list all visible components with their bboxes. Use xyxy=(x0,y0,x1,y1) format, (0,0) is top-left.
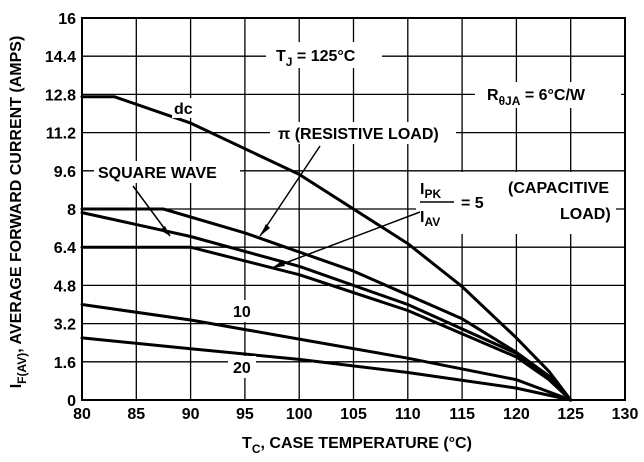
y-axis-title: IF(AV), AVERAGE FORWARD CURRENT (AMPS) xyxy=(8,36,29,389)
x-tick-label: 95 xyxy=(236,406,254,423)
series-line-4 xyxy=(80,303,573,402)
dc-label: dc xyxy=(174,101,193,118)
x-tick-label: 125 xyxy=(557,406,584,423)
square-wave-arrowhead xyxy=(160,226,170,236)
square-wave-label: SQUARE WAVE xyxy=(98,165,217,182)
y-tick-label: 14.4 xyxy=(45,49,76,66)
x-tick-label: 130 xyxy=(612,406,639,423)
x-tick-label: 85 xyxy=(127,406,145,423)
series-line-1 xyxy=(80,207,573,402)
y-tick-label: 4.8 xyxy=(54,278,76,295)
x-tick-label: 110 xyxy=(395,406,421,423)
capacitive-label-line1: (CAPACITIVE xyxy=(508,180,609,197)
y-tick-label: 8 xyxy=(67,202,76,219)
x-tick-label: 120 xyxy=(503,406,530,423)
y-tick-label: 3.2 xyxy=(54,317,76,334)
x-tick-label: 115 xyxy=(449,406,475,423)
frac-equals: = 5 xyxy=(461,195,484,212)
y-tick-label: 6.4 xyxy=(54,240,76,257)
tj-label: TJ = 125°C xyxy=(276,48,356,69)
resistive-arrowhead xyxy=(260,224,270,236)
x-tick-label: 80 xyxy=(73,406,91,423)
y-tick-label: 11.2 xyxy=(46,126,76,143)
x-tick-label: 90 xyxy=(182,406,200,423)
y-tick-label: 9.6 xyxy=(54,164,76,181)
x-tick-label: 100 xyxy=(286,406,313,423)
capacitive-leader xyxy=(271,211,421,269)
frac-numerator: IPK xyxy=(420,181,441,201)
resistive-label: π (RESISTIVE LOAD) xyxy=(278,126,439,143)
capacitive-label-line2: LOAD) xyxy=(560,206,611,223)
y-tick-label: 12.8 xyxy=(45,87,76,104)
capacitive-arrowhead xyxy=(272,260,285,268)
y-tick-label: 16 xyxy=(58,11,76,28)
series-line-3 xyxy=(80,245,573,402)
tick-labels: 80 85 90 95 100 105 110 115 120 125 130 0 1.6 3.2 4.8 6… xyxy=(45,11,639,423)
y-tick-label: 0 xyxy=(67,393,76,410)
label-20: 20 xyxy=(233,360,251,377)
resistive-leader xyxy=(259,145,321,237)
x-tick-label: 105 xyxy=(340,406,367,423)
x-axis-title: TC, CASE TEMPERATURE (°C) xyxy=(242,435,472,456)
curves xyxy=(80,95,573,402)
rth-label: RθJA = 6°C/W xyxy=(487,87,586,108)
frac-denominator: IAV xyxy=(420,209,440,229)
grid-layer xyxy=(81,17,626,401)
y-tick-label: 1.6 xyxy=(54,355,76,372)
series-line-0 xyxy=(80,95,573,402)
label-10: 10 xyxy=(233,304,251,321)
series-line-2 xyxy=(80,211,573,402)
series-line-5 xyxy=(80,336,573,402)
annotations: TJ = 125°C RθJA = 6°C/W dc π (RESISTIVE … xyxy=(94,42,621,378)
